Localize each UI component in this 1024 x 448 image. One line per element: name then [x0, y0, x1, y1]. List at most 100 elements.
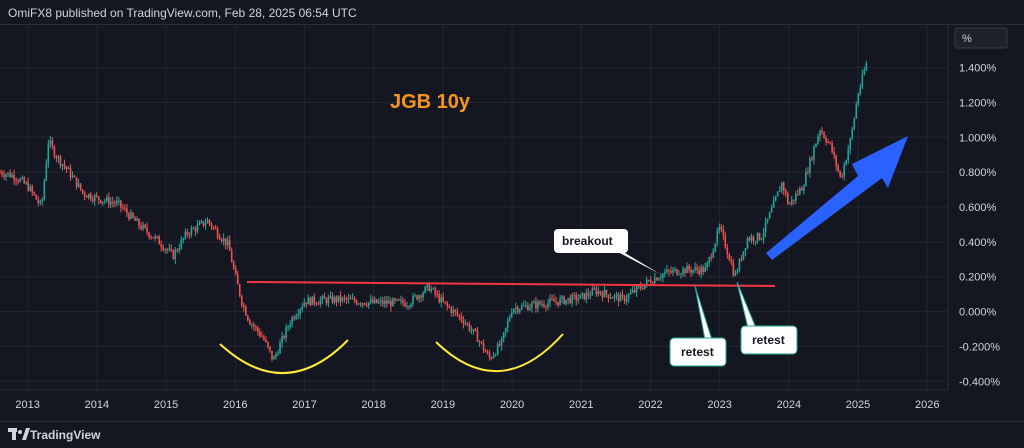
candle-body — [134, 217, 136, 221]
candle-body — [377, 301, 380, 304]
candle-body — [41, 199, 44, 202]
candle-body — [27, 182, 30, 191]
candle-body — [162, 247, 164, 251]
candle-body — [698, 269, 700, 274]
candle-body — [122, 207, 124, 209]
candle-body — [627, 294, 630, 299]
candle-body — [224, 238, 227, 246]
candle-body — [456, 311, 459, 315]
candle-body — [361, 303, 364, 305]
candle-body — [242, 305, 245, 307]
candle-body — [480, 341, 483, 343]
candle-body — [684, 268, 686, 273]
candle-body — [232, 262, 235, 269]
candle-body — [823, 132, 825, 138]
candle-body — [561, 296, 563, 299]
candle-body — [347, 298, 350, 300]
candle-body — [641, 288, 644, 290]
candle-body — [821, 130, 823, 133]
candle-body — [831, 142, 833, 153]
candle-body — [819, 130, 821, 137]
candle-body — [267, 341, 269, 347]
candle-body — [402, 299, 404, 304]
candle-body — [452, 309, 455, 314]
candle-body — [704, 267, 706, 272]
candle-body — [734, 272, 737, 276]
candle-body — [525, 305, 527, 307]
price-scale[interactable]: % 1.400% 1.200% 1.000% 0.800% 0.600% 0.400% 0.… — [947, 24, 1008, 390]
candle-body — [240, 295, 243, 306]
candle-body — [613, 295, 616, 298]
candle-body — [754, 240, 757, 242]
candle-body — [214, 227, 217, 229]
candle-body — [313, 296, 316, 304]
candle-body — [277, 353, 279, 355]
candle-body — [541, 304, 543, 306]
chart-canvas[interactable]: JGB 10y breakout retest retest % 1.400%1… — [0, 24, 1024, 421]
candle-body — [766, 218, 769, 222]
candle-body — [128, 213, 130, 219]
candle-body — [245, 306, 247, 316]
candle-body — [168, 248, 171, 251]
candle-body — [345, 298, 348, 300]
candle-body — [420, 295, 422, 298]
candle-body — [170, 248, 173, 251]
candle-body — [494, 354, 497, 356]
unit-box[interactable] — [954, 27, 1008, 49]
candle-body — [841, 176, 843, 178]
candle-body — [770, 207, 773, 213]
candle-body — [327, 297, 330, 304]
candle-body — [57, 156, 60, 159]
candle-body — [587, 292, 590, 296]
candle-body — [519, 309, 521, 312]
candle-body — [805, 172, 807, 187]
candle-body — [807, 172, 809, 174]
retest-callout-1: retest — [669, 285, 727, 367]
candle-body — [394, 298, 396, 301]
candle-body — [637, 286, 640, 288]
candle-body — [450, 307, 453, 314]
x-tick-label: 2013 — [15, 399, 39, 411]
candle-body — [317, 303, 320, 305]
candle-body — [442, 297, 445, 302]
candle-body — [97, 196, 100, 200]
candle-body — [126, 208, 128, 214]
candle-body — [486, 352, 489, 354]
time-scale[interactable]: 2013 2014 2015 2016 2017 2018 2019 2020 2021 2022… — [0, 389, 948, 411]
candle-body — [291, 317, 293, 325]
candle-body — [148, 232, 150, 238]
candle-body — [446, 302, 449, 306]
chart-title: JGB 10y — [390, 91, 471, 113]
candle-body — [174, 250, 177, 259]
candle-body — [633, 290, 636, 293]
candle-body — [643, 284, 646, 289]
candle-body — [333, 297, 336, 303]
candle-body — [118, 200, 120, 202]
cup-arc-right — [435, 333, 564, 373]
candle-body — [200, 221, 203, 223]
x-tick-label: 2019 — [431, 399, 455, 411]
candle-body — [416, 295, 418, 300]
candle-body — [508, 317, 511, 322]
candle-body — [265, 339, 267, 342]
candle-body — [464, 323, 467, 325]
candle-body — [3, 174, 5, 177]
candle-body — [289, 324, 291, 327]
candle-body — [535, 301, 537, 309]
candle-body — [615, 294, 618, 296]
candle-body — [303, 302, 306, 307]
candle-body — [778, 190, 781, 192]
candle-body — [756, 232, 759, 241]
candle-body — [43, 180, 46, 200]
candle-body — [780, 182, 783, 191]
retest-callout-2: retest — [736, 281, 798, 355]
candle-body — [25, 182, 27, 184]
price-candles — [0, 60, 868, 362]
candle-body — [434, 288, 436, 295]
candle-body — [764, 221, 767, 233]
candle-body — [742, 251, 745, 260]
candle-body — [150, 237, 152, 239]
candle-body — [736, 271, 739, 273]
candle-body — [297, 314, 299, 317]
candle-body — [647, 279, 650, 281]
